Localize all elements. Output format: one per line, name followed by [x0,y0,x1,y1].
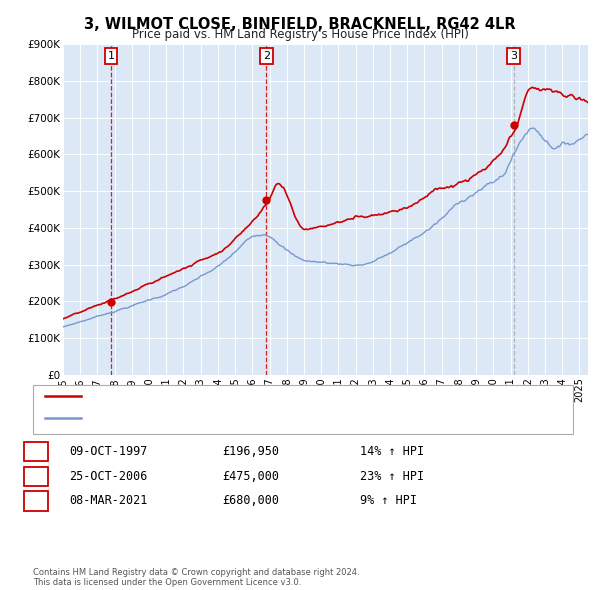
Text: £475,000: £475,000 [222,470,279,483]
Text: 1: 1 [107,51,115,61]
Text: 3, WILMOT CLOSE, BINFIELD, BRACKNELL, RG42 4LR (detached house): 3, WILMOT CLOSE, BINFIELD, BRACKNELL, RG… [87,391,454,401]
Text: 3: 3 [510,51,517,61]
Text: £680,000: £680,000 [222,494,279,507]
Text: HPI: Average price, detached house, Bracknell Forest: HPI: Average price, detached house, Brac… [87,413,364,423]
Text: 3: 3 [32,494,40,507]
Text: 3, WILMOT CLOSE, BINFIELD, BRACKNELL, RG42 4LR: 3, WILMOT CLOSE, BINFIELD, BRACKNELL, RG… [84,17,516,31]
Text: 2: 2 [32,470,40,483]
Text: Contains HM Land Registry data © Crown copyright and database right 2024.
This d: Contains HM Land Registry data © Crown c… [33,568,359,587]
Text: 25-OCT-2006: 25-OCT-2006 [69,470,148,483]
Text: 2: 2 [263,51,270,61]
Text: 23% ↑ HPI: 23% ↑ HPI [360,470,424,483]
Text: 08-MAR-2021: 08-MAR-2021 [69,494,148,507]
Text: £196,950: £196,950 [222,445,279,458]
Text: Price paid vs. HM Land Registry's House Price Index (HPI): Price paid vs. HM Land Registry's House … [131,28,469,41]
Text: 14% ↑ HPI: 14% ↑ HPI [360,445,424,458]
Text: 1: 1 [32,445,40,458]
Text: 09-OCT-1997: 09-OCT-1997 [69,445,148,458]
Text: 9% ↑ HPI: 9% ↑ HPI [360,494,417,507]
